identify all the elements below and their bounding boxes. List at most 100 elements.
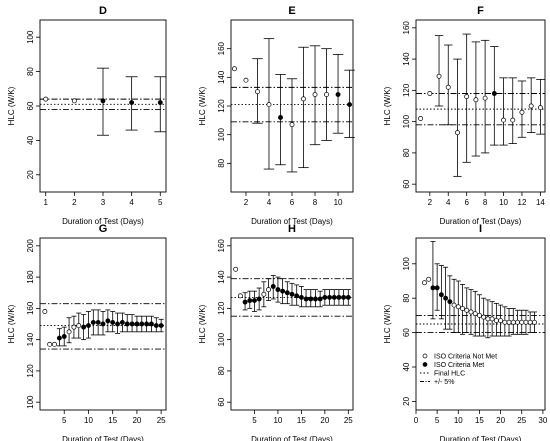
plot-frame	[39, 237, 167, 411]
data-point-not-met	[71, 324, 77, 330]
x-tick-label: 6	[464, 198, 469, 207]
data-point-not-met	[515, 319, 520, 325]
x-axis-label: Duration of Test (Days)	[251, 217, 333, 226]
data-point-not-met	[489, 316, 495, 322]
x-tick-label: 12	[518, 198, 527, 207]
data-point-met	[294, 293, 300, 299]
y-tick-label: 100	[217, 127, 226, 141]
data-point-met	[252, 298, 257, 303]
data-point-not-met	[510, 319, 516, 325]
data-point-met	[56, 335, 62, 341]
data-point-not-met	[473, 97, 479, 103]
y-tick-label: 120	[217, 301, 226, 315]
data-point-met	[491, 91, 497, 96]
data-point-met	[280, 288, 286, 294]
x-tick-label: 2	[244, 198, 249, 207]
data-point-not-met	[255, 89, 260, 95]
data-point-not-met	[481, 314, 487, 320]
data-point-not-met	[243, 77, 249, 83]
data-point-not-met	[427, 91, 433, 96]
data-point-met	[278, 115, 283, 120]
panel-i: I 0 5 10 15 20 25 30 20 40 60 80 100 Duration of Test…	[383, 223, 548, 441]
data-point-not-met	[455, 130, 460, 136]
legend-final-label: Final HLC	[434, 371, 465, 378]
data-point-not-met	[468, 309, 474, 315]
x-tick-label: 25	[157, 416, 166, 425]
y-tick-label: 140	[217, 70, 226, 84]
y-tick-label: 20	[26, 170, 35, 179]
y-tick-label: 80	[217, 366, 226, 375]
data-point-not-met	[498, 318, 504, 324]
x-tick-label: 4	[267, 198, 272, 207]
x-tick-label: 1	[44, 198, 49, 207]
data-point-not-met	[464, 307, 470, 313]
data-point-met	[90, 319, 96, 325]
x-tick-label: 2	[428, 198, 433, 207]
x-tick-label: 5	[435, 416, 440, 425]
data-point-not-met	[422, 280, 427, 286]
panel-h: H 5 10 15 20 25 60 80 100 120 140 160 Duration of Te…	[198, 223, 354, 441]
y-axis-label: HLC (W/K)	[198, 86, 207, 125]
x-tick-label: 25	[344, 416, 353, 425]
data-point-not-met	[266, 287, 271, 293]
data-point-not-met	[519, 319, 525, 325]
data-point-not-met	[506, 319, 512, 325]
data-point-met	[100, 98, 106, 104]
data-point-not-met	[233, 266, 239, 272]
y-tick-label: 140	[402, 52, 411, 66]
x-tick-label: 20	[320, 416, 329, 425]
data-point-not-met	[510, 117, 516, 123]
panel-title: G	[99, 223, 108, 235]
legend-not-met-label: ISO Criteria Not Met	[434, 354, 497, 361]
data-point-not-met	[324, 92, 329, 97]
panel-g: G 5 10 15 20 25 100 120 140 160 180 200 Duration of …	[7, 223, 167, 441]
data-point-met	[345, 294, 351, 300]
data-point-not-met	[476, 312, 482, 318]
data-point-met	[331, 294, 337, 300]
y-tick-label: 40	[402, 362, 411, 371]
y-tick-label: 160	[217, 41, 226, 55]
x-tick-label: 4	[129, 198, 134, 207]
data-point-not-met	[43, 96, 49, 102]
x-tick-label: 3	[101, 198, 106, 207]
data-point-met	[256, 296, 262, 302]
data-point-met	[289, 291, 295, 297]
data-point-met	[308, 296, 314, 302]
data-point-met	[336, 294, 342, 300]
data-point-not-met	[531, 319, 537, 325]
x-tick-label: 8	[313, 198, 318, 207]
data-point-not-met	[445, 84, 451, 90]
x-axis-label: Duration of Test (Days)	[440, 217, 522, 226]
x-tick-label: 10	[84, 416, 93, 425]
y-tick-label: 140	[26, 332, 35, 346]
data-point-met	[438, 292, 444, 298]
legend-met-marker	[422, 362, 428, 367]
x-tick-label: 25	[517, 416, 526, 425]
y-tick-label: 120	[402, 83, 411, 97]
y-tick-label: 200	[26, 239, 35, 253]
panel-title: D	[99, 5, 107, 17]
y-axis-label: HLC (W/K)	[198, 304, 207, 343]
data-point-met	[105, 318, 111, 324]
data-point-not-met	[312, 92, 318, 97]
data-point-met	[322, 294, 328, 300]
y-tick-label: 160	[402, 21, 411, 35]
x-tick-label: 5	[62, 416, 67, 425]
y-tick-label: 160	[26, 301, 35, 315]
y-tick-label: 100	[402, 114, 411, 128]
data-point-met	[134, 321, 140, 327]
x-tick-label: 15	[108, 416, 117, 425]
data-point-met	[298, 294, 304, 300]
data-point-met	[341, 294, 347, 300]
data-point-met	[144, 321, 150, 327]
plot-frame	[415, 19, 546, 193]
data-point-not-met	[76, 323, 82, 329]
y-tick-label: 120	[217, 99, 226, 113]
data-point-not-met	[266, 102, 272, 108]
panel-title: H	[288, 223, 296, 235]
data-point-not-met	[42, 309, 48, 314]
x-axis-label: Duration of Test (Days)	[251, 435, 333, 441]
y-tick-label: 100	[402, 257, 411, 271]
